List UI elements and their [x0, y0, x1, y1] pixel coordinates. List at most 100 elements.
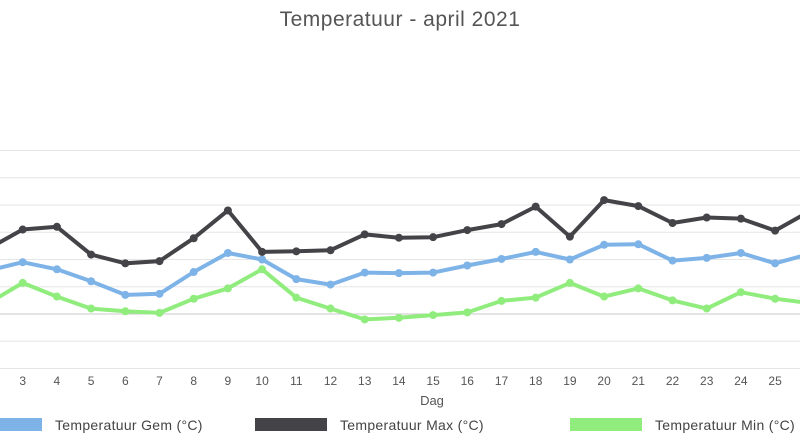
- x-tick-label: 12: [324, 374, 338, 388]
- data-point[interactable]: [394, 233, 403, 242]
- legend-label: Temperatuur Gem (°C): [55, 417, 203, 433]
- data-point[interactable]: [223, 206, 232, 215]
- data-point[interactable]: [771, 294, 780, 303]
- data-point[interactable]: [326, 246, 335, 255]
- data-point[interactable]: [702, 213, 711, 222]
- data-point[interactable]: [394, 313, 403, 322]
- x-tick-label: 20: [597, 374, 611, 388]
- data-point[interactable]: [326, 280, 335, 289]
- data-point[interactable]: [668, 256, 677, 265]
- data-point[interactable]: [189, 294, 198, 303]
- data-point[interactable]: [600, 196, 609, 205]
- legend-label: Temperatuur Min (°C): [655, 417, 795, 433]
- data-point[interactable]: [463, 261, 472, 270]
- data-point[interactable]: [189, 268, 198, 277]
- data-point[interactable]: [429, 268, 438, 277]
- data-point[interactable]: [360, 230, 369, 239]
- series-group: [0, 196, 800, 324]
- data-point[interactable]: [565, 232, 574, 241]
- data-point[interactable]: [668, 218, 677, 227]
- data-point[interactable]: [258, 247, 267, 256]
- x-tick-label: 23: [700, 374, 714, 388]
- data-point[interactable]: [87, 304, 96, 313]
- data-point[interactable]: [121, 259, 130, 268]
- x-tick-label: 10: [255, 374, 269, 388]
- x-tick-label: 6: [122, 374, 129, 388]
- series-line: [0, 242, 800, 297]
- data-point[interactable]: [258, 255, 267, 264]
- data-point[interactable]: [634, 284, 643, 293]
- data-point[interactable]: [52, 292, 61, 301]
- x-tick-label: 5: [88, 374, 95, 388]
- x-tick-label: 22: [666, 374, 680, 388]
- data-point[interactable]: [52, 265, 61, 274]
- data-point[interactable]: [702, 304, 711, 313]
- data-point[interactable]: [189, 234, 198, 243]
- data-point[interactable]: [771, 226, 780, 235]
- x-tick-label: 7: [156, 374, 163, 388]
- data-point[interactable]: [292, 275, 301, 284]
- legend-item[interactable]: Temperatuur Gem (°C): [0, 417, 203, 433]
- data-point[interactable]: [463, 308, 472, 317]
- data-point[interactable]: [497, 220, 506, 229]
- data-point[interactable]: [360, 268, 369, 277]
- data-point[interactable]: [634, 240, 643, 249]
- data-point[interactable]: [292, 293, 301, 302]
- legend-item[interactable]: Temperatuur Min (°C): [570, 417, 795, 433]
- x-tick-label: 19: [563, 374, 577, 388]
- legend-swatch: [0, 418, 42, 431]
- x-tick-label: 11: [290, 374, 303, 388]
- data-point[interactable]: [600, 240, 609, 249]
- data-point[interactable]: [668, 296, 677, 305]
- data-point[interactable]: [565, 278, 574, 287]
- data-point[interactable]: [121, 290, 130, 299]
- x-tick-label: 18: [529, 374, 543, 388]
- data-point[interactable]: [736, 248, 745, 257]
- legend-item[interactable]: Temperatuur Max (°C): [255, 417, 484, 433]
- data-point[interactable]: [258, 265, 267, 274]
- data-point[interactable]: [394, 269, 403, 278]
- data-point[interactable]: [155, 308, 164, 317]
- data-point[interactable]: [223, 284, 232, 293]
- data-point[interactable]: [565, 255, 574, 264]
- x-tick-label: 21: [632, 374, 646, 388]
- data-point[interactable]: [634, 202, 643, 211]
- legend-label: Temperatuur Max (°C): [340, 417, 484, 433]
- series-line: [0, 198, 800, 266]
- data-point[interactable]: [52, 222, 61, 231]
- data-point[interactable]: [87, 250, 96, 259]
- legend-swatch: [570, 418, 642, 431]
- data-point[interactable]: [121, 307, 130, 316]
- data-point[interactable]: [736, 288, 745, 297]
- data-point[interactable]: [360, 315, 369, 324]
- data-point[interactable]: [771, 259, 780, 268]
- data-point[interactable]: [155, 289, 164, 298]
- x-tick-label: 25: [768, 374, 782, 388]
- x-tick-label: 13: [358, 374, 372, 388]
- data-point[interactable]: [18, 225, 27, 234]
- data-point[interactable]: [155, 257, 164, 266]
- data-point[interactable]: [736, 214, 745, 223]
- data-point[interactable]: [531, 293, 540, 302]
- data-point[interactable]: [497, 296, 506, 305]
- x-tick-label: 17: [495, 374, 509, 388]
- data-point[interactable]: [429, 311, 438, 320]
- data-point[interactable]: [463, 226, 472, 235]
- x-axis-label: Dag: [420, 393, 444, 408]
- data-point[interactable]: [531, 202, 540, 211]
- data-point[interactable]: [18, 278, 27, 287]
- data-point[interactable]: [223, 248, 232, 257]
- data-point[interactable]: [292, 247, 301, 256]
- data-point[interactable]: [702, 253, 711, 262]
- data-point[interactable]: [531, 247, 540, 256]
- x-tick-label: 4: [54, 374, 61, 388]
- data-point[interactable]: [18, 258, 27, 267]
- data-point[interactable]: [497, 254, 506, 263]
- data-point[interactable]: [326, 304, 335, 313]
- data-point[interactable]: [600, 292, 609, 301]
- x-tick-label: 14: [392, 374, 406, 388]
- data-point[interactable]: [429, 233, 438, 242]
- chart-title: Temperatuur - april 2021: [280, 8, 521, 31]
- data-point[interactable]: [87, 277, 96, 286]
